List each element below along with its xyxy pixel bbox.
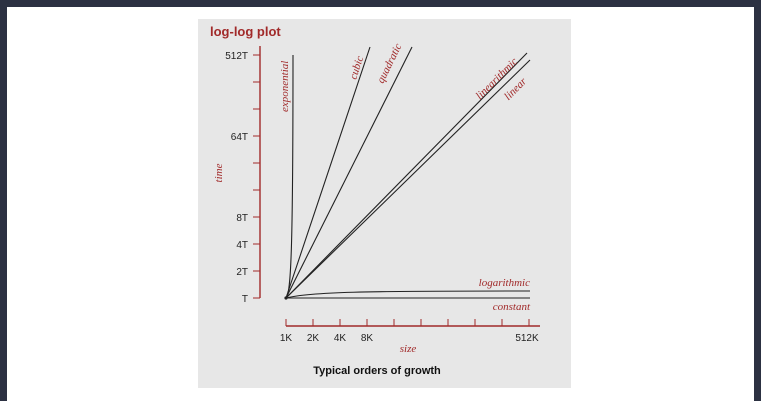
curve-cubic <box>285 46 371 299</box>
curve-logarithmic <box>285 290 531 299</box>
y-tick-label: T <box>242 294 248 305</box>
growth-curves <box>284 46 531 300</box>
y-axis-ticks <box>253 54 260 299</box>
curve-label-linear: linear <box>502 75 530 103</box>
origin-point <box>284 296 288 300</box>
x-axis-tick-labels: 1K 2K 4K 8K 512K <box>280 333 539 344</box>
y-axis-tick-labels: T 2T 4T 8T 64T 512T <box>225 51 248 305</box>
x-tick-label: 4K <box>334 333 347 344</box>
x-axis-label: size <box>400 343 417 355</box>
y-tick-label: 4T <box>236 240 248 251</box>
x-tick-label: 512K <box>515 333 539 344</box>
chart-caption: Typical orders of growth <box>313 365 441 377</box>
x-tick-label: 2K <box>307 333 320 344</box>
curve-exponential <box>285 54 294 299</box>
curve-label-quadratic: quadratic <box>375 42 405 86</box>
chart-title: log-log plot <box>210 24 281 39</box>
curve-quadratic <box>285 46 413 299</box>
x-tick-label: 8K <box>361 333 374 344</box>
curve-linear <box>285 59 531 299</box>
y-tick-label: 8T <box>236 213 248 224</box>
x-axis-ticks <box>285 319 530 326</box>
y-tick-label: 2T <box>236 267 248 278</box>
curve-linearithmic <box>285 52 528 299</box>
y-tick-label: 512T <box>225 51 248 62</box>
y-axis-label: time <box>213 163 225 182</box>
y-tick-label: 64T <box>231 132 248 143</box>
curve-label-exponential: exponential <box>279 61 291 112</box>
x-tick-label: 1K <box>280 333 293 344</box>
curve-label-constant: constant <box>493 301 531 313</box>
curve-label-logarithmic: logarithmic <box>479 277 530 289</box>
